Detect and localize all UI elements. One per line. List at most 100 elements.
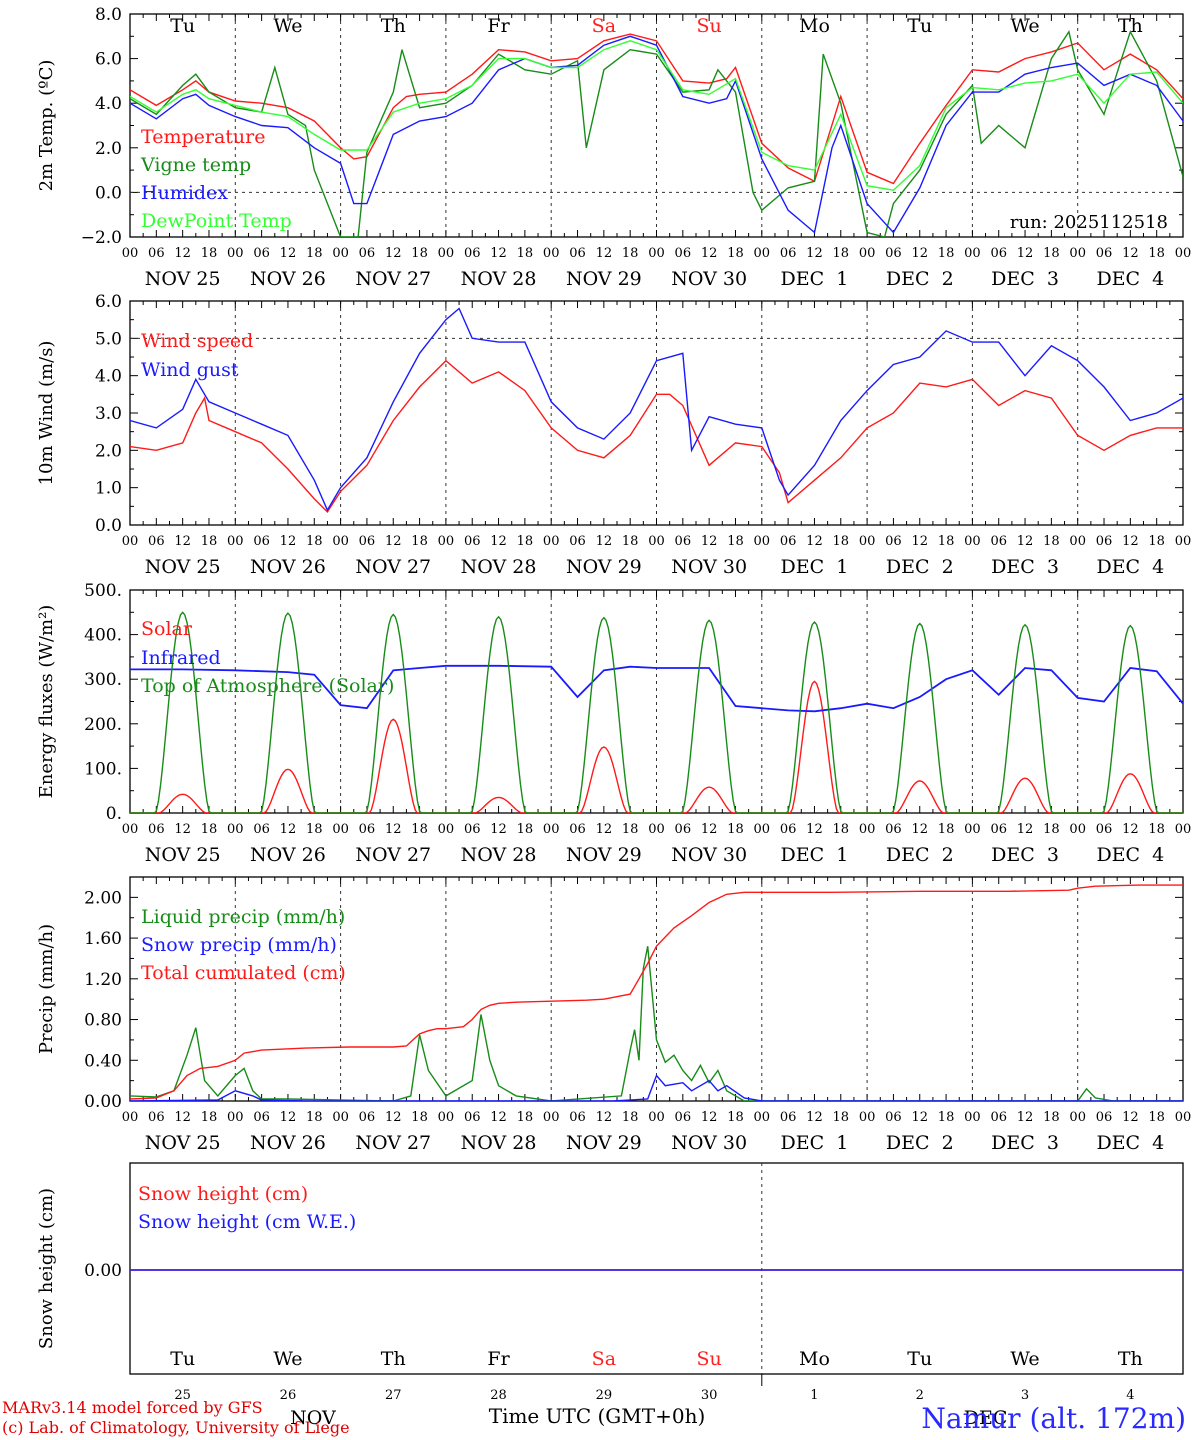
hour-tick-label: 12	[174, 534, 191, 549]
weekday-label: Mo	[799, 1348, 830, 1370]
hour-tick-label: 18	[622, 822, 639, 837]
series-line-dewpoint-temp	[130, 40, 1183, 191]
hour-tick-label: 00	[964, 822, 981, 837]
date-label: DEC 4	[1096, 1132, 1164, 1154]
day-number-label: 25	[174, 1388, 191, 1403]
day-number-label: 29	[596, 1388, 613, 1403]
hour-tick-label: 00	[648, 246, 665, 261]
hour-tick-label: 00	[859, 246, 876, 261]
date-label: DEC 1	[781, 556, 849, 578]
x-axis-title: Time UTC (GMT+0h)	[488, 1404, 706, 1428]
hour-tick-label: 00	[438, 822, 455, 837]
hour-tick-label: 12	[385, 822, 402, 837]
month-label: DEC	[964, 1407, 1008, 1429]
date-label: NOV 29	[566, 844, 642, 866]
y-tick-label: 4.0	[95, 367, 122, 387]
y-tick-label: 1.0	[95, 479, 122, 499]
hour-tick-label: 12	[701, 1110, 718, 1125]
y-tick-label: 1.60	[84, 929, 122, 949]
hour-tick-label: 06	[464, 534, 481, 549]
hour-tick-label: 06	[885, 1110, 902, 1125]
hour-tick-label: 00	[227, 822, 244, 837]
y-tick-label: 0.	[106, 804, 122, 824]
hour-tick-label: 18	[517, 822, 534, 837]
series-line-total-cumulated-cm-	[130, 884, 1183, 1100]
hour-tick-label: 12	[280, 246, 297, 261]
hour-tick-label: 18	[306, 1110, 323, 1125]
hour-tick-label: 06	[1096, 822, 1113, 837]
hour-tick-label: 06	[990, 534, 1007, 549]
date-label: DEC 3	[991, 268, 1059, 290]
y-tick-label: 0.80	[84, 1011, 122, 1031]
legend-entry: Wind speed	[141, 330, 253, 352]
weekday-label: Th	[1118, 1348, 1143, 1370]
date-label: NOV 26	[250, 556, 326, 578]
hour-tick-label: 18	[1148, 246, 1165, 261]
hour-tick-label: 00	[648, 1110, 665, 1125]
hour-tick-label: 06	[253, 822, 270, 837]
hour-tick-label: 12	[701, 246, 718, 261]
weekday-label: Fr	[487, 15, 510, 37]
hour-tick-label: 06	[359, 1110, 376, 1125]
day-number-label: 28	[490, 1388, 507, 1403]
hour-tick-label: 18	[306, 822, 323, 837]
date-label: NOV 28	[461, 556, 537, 578]
hour-tick-label: 06	[780, 246, 797, 261]
hour-tick-label: 00	[964, 1110, 981, 1125]
hour-tick-label: 00	[648, 822, 665, 837]
y-axis-label: Energy fluxes (W/m²)	[36, 605, 57, 799]
y-tick-label: 400.	[84, 626, 122, 646]
hour-tick-label: 06	[148, 1110, 165, 1125]
date-label: NOV 27	[355, 556, 431, 578]
date-label: NOV 27	[355, 844, 431, 866]
hour-tick-label: 06	[464, 1110, 481, 1125]
weekday-label: We	[1010, 15, 1039, 37]
hour-tick-label: 00	[227, 534, 244, 549]
hour-tick-label: 00	[543, 1110, 560, 1125]
date-label: NOV 30	[671, 556, 747, 578]
date-label: NOV 28	[461, 1132, 537, 1154]
hour-tick-label: 06	[359, 534, 376, 549]
hour-tick-label: 00	[1069, 534, 1086, 549]
hour-tick-label: 00	[1175, 246, 1192, 261]
day-number-label: 30	[701, 1388, 718, 1403]
hour-tick-label: 18	[1043, 1110, 1060, 1125]
weekday-label: Tu	[907, 15, 932, 37]
day-number-label: 2	[916, 1388, 924, 1403]
weekday-label: Th	[381, 1348, 406, 1370]
hour-tick-label: 06	[569, 1110, 586, 1125]
hour-tick-label: 18	[411, 822, 428, 837]
date-label: NOV 26	[250, 268, 326, 290]
hour-tick-label: 00	[438, 246, 455, 261]
hour-tick-label: 00	[122, 246, 139, 261]
y-tick-label: 4.0	[95, 94, 122, 114]
hour-tick-label: 06	[780, 1110, 797, 1125]
hour-tick-label: 12	[385, 246, 402, 261]
legend-entry: DewPoint Temp	[141, 210, 292, 232]
hour-tick-label: 12	[1122, 534, 1139, 549]
hour-tick-label: 18	[938, 822, 955, 837]
y-tick-label: 0.0	[95, 183, 122, 203]
y-tick-label: 3.0	[95, 404, 122, 424]
hour-tick-label: 18	[622, 246, 639, 261]
hour-tick-label: 06	[990, 246, 1007, 261]
weekday-label: Tu	[170, 15, 195, 37]
hour-tick-label: 12	[490, 534, 507, 549]
date-label: NOV 30	[671, 1132, 747, 1154]
hour-tick-label: 18	[833, 822, 850, 837]
hour-tick-label: 00	[122, 1110, 139, 1125]
hour-tick-label: 00	[332, 1110, 349, 1125]
credit-line-1: MARv3.14 model forced by GFS	[2, 1398, 263, 1417]
date-label: DEC 3	[991, 1132, 1059, 1154]
hour-tick-label: 06	[1096, 1110, 1113, 1125]
date-label: NOV 27	[355, 1132, 431, 1154]
hour-tick-label: 12	[490, 246, 507, 261]
y-tick-label: 5.0	[95, 329, 122, 349]
hour-tick-label: 12	[490, 822, 507, 837]
series-line-wind-speed	[130, 359, 1183, 514]
hour-tick-label: 12	[701, 534, 718, 549]
legend-entry: Vigne temp	[140, 154, 251, 176]
legend-entry: Snow height (cm)	[138, 1183, 308, 1205]
series-line-solar	[130, 680, 1183, 813]
